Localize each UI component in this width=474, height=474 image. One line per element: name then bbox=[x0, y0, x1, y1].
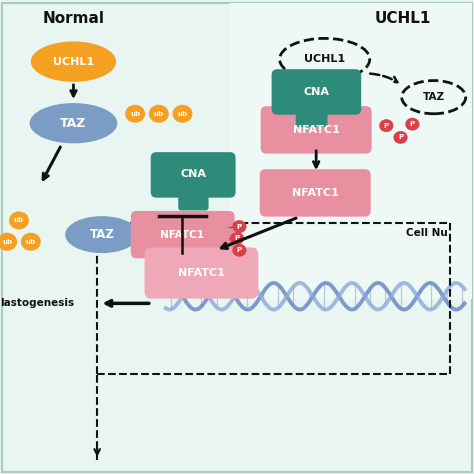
FancyBboxPatch shape bbox=[261, 106, 372, 154]
Ellipse shape bbox=[21, 233, 41, 251]
Text: NFATC1: NFATC1 bbox=[161, 229, 204, 240]
Ellipse shape bbox=[65, 216, 138, 253]
Text: P: P bbox=[410, 121, 415, 127]
Ellipse shape bbox=[232, 244, 246, 257]
Ellipse shape bbox=[393, 131, 408, 144]
Text: P: P bbox=[235, 236, 239, 241]
Ellipse shape bbox=[405, 118, 419, 131]
Ellipse shape bbox=[30, 103, 118, 143]
Text: NFATC1: NFATC1 bbox=[178, 268, 225, 278]
Text: lastogenesis: lastogenesis bbox=[0, 298, 74, 309]
Text: ub: ub bbox=[14, 218, 24, 223]
Text: P: P bbox=[384, 123, 389, 128]
Ellipse shape bbox=[232, 220, 246, 233]
Text: UCHL1: UCHL1 bbox=[53, 56, 94, 67]
Text: ub: ub bbox=[154, 111, 164, 117]
Ellipse shape bbox=[173, 105, 192, 123]
FancyBboxPatch shape bbox=[296, 101, 328, 127]
Text: ub: ub bbox=[177, 111, 188, 117]
Ellipse shape bbox=[379, 119, 393, 132]
Text: TAZ: TAZ bbox=[90, 228, 114, 241]
FancyBboxPatch shape bbox=[260, 169, 371, 217]
FancyBboxPatch shape bbox=[145, 247, 258, 299]
Text: ub: ub bbox=[26, 239, 36, 245]
Ellipse shape bbox=[31, 42, 116, 82]
Text: ub: ub bbox=[2, 239, 12, 245]
Text: UCHL1: UCHL1 bbox=[375, 11, 431, 27]
Text: P: P bbox=[237, 224, 242, 229]
Ellipse shape bbox=[230, 232, 244, 245]
Text: ub: ub bbox=[130, 111, 140, 117]
FancyBboxPatch shape bbox=[131, 211, 235, 258]
Text: UCHL1: UCHL1 bbox=[304, 54, 345, 64]
FancyBboxPatch shape bbox=[272, 69, 361, 115]
Ellipse shape bbox=[149, 105, 169, 123]
FancyBboxPatch shape bbox=[178, 185, 209, 210]
Text: TAZ: TAZ bbox=[423, 92, 445, 102]
Text: P: P bbox=[237, 247, 242, 253]
Text: Cell Nu: Cell Nu bbox=[406, 228, 447, 238]
Ellipse shape bbox=[9, 211, 29, 229]
Text: NFATC1: NFATC1 bbox=[293, 125, 339, 135]
Ellipse shape bbox=[0, 233, 17, 251]
Text: TAZ: TAZ bbox=[60, 117, 87, 130]
FancyBboxPatch shape bbox=[2, 3, 472, 472]
Text: CNA: CNA bbox=[181, 169, 206, 180]
FancyBboxPatch shape bbox=[151, 152, 236, 198]
Text: CNA: CNA bbox=[304, 87, 329, 97]
Text: NFATC1: NFATC1 bbox=[292, 188, 338, 198]
Text: Normal: Normal bbox=[43, 11, 104, 27]
Text: P: P bbox=[398, 135, 403, 140]
Ellipse shape bbox=[125, 105, 145, 123]
FancyBboxPatch shape bbox=[230, 3, 472, 299]
